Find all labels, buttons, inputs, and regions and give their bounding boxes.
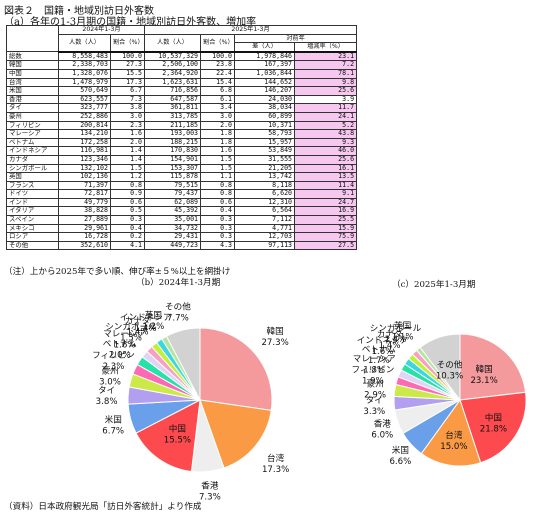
pie-2024-slice-value: 15.5% — [164, 436, 191, 446]
pie-2025-slice-value: 6.0% — [371, 431, 393, 441]
header-share-2025: 割合（%） — [200, 33, 236, 53]
pie-2025-slice-value: 3.3% — [363, 407, 385, 417]
pie-2024-slice-value: 1.4% — [135, 324, 157, 334]
table-row: フランス 71,397 0.8 79,515 0.8 8,118 11.4 — [6, 180, 358, 191]
pie-2024-slice-value: 1.4% — [127, 328, 149, 338]
pie-2025-slice-label: その他 — [437, 359, 463, 371]
header-rate: 増減率（%） — [294, 42, 358, 53]
value-cell: 4.1 — [109, 240, 146, 251]
visitors-table: 2024年1-3月 2025年1-3月 人数（人） 割合（%） 人数（人） 割合… — [6, 24, 358, 251]
pie-2024-slice-value: 2.3% — [103, 362, 125, 372]
pie-2025-slice-label: 米国 — [392, 444, 409, 456]
table-row: 米国 570,649 6.7 716,856 6.8 146,207 25.6 — [6, 86, 358, 96]
pie-2025-slice-value: 1.1% — [392, 332, 414, 342]
header-share-2024: 割合（%） — [109, 33, 146, 53]
pie-2025-slice-label: 英国 — [394, 319, 411, 331]
pie-2024-slice-value: 3.8% — [96, 397, 118, 407]
pie-2024-slice-label: その他 — [165, 301, 191, 313]
pie-2024-slice-value: 2.0% — [109, 351, 131, 361]
source-note: （資料）日本政府観光局「訪日外客統計」より作成 — [4, 502, 202, 512]
pie-2025-slice-label: 中国 — [485, 411, 502, 423]
pie-2025-slice-label: カナダ — [377, 328, 403, 340]
growth-rate-cell: 23.1 — [294, 51, 358, 62]
pie-2025-slice-value: 10.3% — [436, 372, 463, 382]
pie-2025-slice-value: 1.7% — [368, 356, 390, 366]
pie-2024-slice-label: 中国 — [169, 423, 186, 435]
pie-2025-slice-value: 2.9% — [364, 391, 386, 401]
table-row: 韓国 2,338,703 27.3 2,506,100 23.8 167,397 7.2 — [6, 60, 358, 70]
pie-2025-slice — [420, 398, 482, 467]
header-persons-2024: 人数（人） — [58, 33, 111, 53]
pie-2024-slice-value: 1.2% — [142, 322, 164, 332]
pie-2024-slice-label: 米国 — [105, 414, 122, 426]
pie-2024-slice-label: 台湾 — [267, 452, 285, 464]
pie-2024-slice-label: 英国 — [145, 309, 162, 321]
pie-2025-slice-value: 1.4% — [384, 335, 406, 345]
pie-2025-slice-label: 豪州 — [366, 378, 383, 390]
pie-2024-slice-label: マレーシア — [103, 330, 146, 340]
pie-2024-slice-label: フィリピン — [92, 350, 135, 361]
pie-2024-slice-label: タイ — [98, 385, 115, 396]
pie-2024-slice-label: インドネシア — [120, 312, 172, 323]
pie-2025-slice-label: マレーシア — [353, 354, 396, 364]
pie-2024-slice-value: 17.3% — [262, 465, 289, 475]
pie-2025-slice-value: 6.6% — [389, 457, 411, 467]
table-note: （注）上から2025年で多い順、伸び率±５%以上を網掛け — [4, 267, 231, 277]
pie-2024-slice-value: 7.7% — [167, 314, 189, 324]
pie-2024-slice — [199, 327, 273, 411]
pie-2024-slice-label: カナダ — [125, 315, 151, 327]
pie-2024-slice — [135, 399, 201, 473]
pie-2024-slice-label: 韓国 — [266, 326, 283, 337]
table-row: インドネシア 116,981 1.4 170,830 1.6 53,849 46.0 — [6, 146, 358, 156]
pie-2025-slice-value: 23.1% — [470, 376, 497, 386]
pie-2025-slice — [419, 333, 461, 402]
pie-2025-slice-label: ベトナム — [362, 344, 397, 355]
pie-2024-slice-value: 1.6% — [114, 341, 136, 351]
pie-2024-label: （b）2024年1-3月期 — [136, 278, 221, 288]
pie-2025-label: （c）2025年1-3月期 — [392, 280, 476, 290]
pie-2025-slice-label: シンガポール — [370, 323, 422, 334]
pie-2025-slice-label: タイ — [366, 395, 383, 406]
pie-2024-slice-value: 3.0% — [99, 378, 121, 388]
pie-2024-slice-value: 7.3% — [199, 493, 221, 503]
pie-2025-slice — [459, 391, 527, 464]
table-row: メキシコ 29,961 0.4 34,732 0.3 4,771 15.9 — [6, 223, 358, 234]
pie-2025-slice-label: 香港 — [374, 418, 392, 430]
pie-2025-slice-label: 韓国 — [475, 364, 492, 375]
figure-title: 図表２ 国籍・地域別訪日外客数 — [4, 6, 154, 17]
pie-2024-slice — [165, 327, 201, 401]
pie-2025-slice-label: フィリピン — [351, 364, 394, 375]
value-cell: 100.0 — [109, 51, 146, 62]
pie-2024-slice-value: 6.7% — [102, 427, 124, 437]
table-row: ドイツ 72,817 0.9 79,437 0.8 6,620 9.1 — [6, 189, 358, 199]
table-row: 香港 623,557 7.3 647,587 6.1 24,030 3.9 — [6, 94, 358, 105]
pie-2024-slice-label: 香港 — [201, 480, 219, 492]
pie-2025-slice-value: 1.4% — [379, 341, 401, 351]
pie-2025-slice — [459, 333, 527, 401]
pie-2025-slice-value: 1.9% — [362, 376, 384, 386]
pie-2024-slice-value: 27.3% — [261, 338, 288, 348]
pie-2025-slice-value: 1.6% — [372, 347, 394, 357]
growth-rate-cell: 27.5 — [294, 240, 358, 251]
pie-2024-slice-label: シンガポール — [105, 322, 157, 333]
table-row: その他 352,610 4.1 449,723 4.3 97,113 27.5 — [6, 240, 358, 251]
table-row: 中国 1,328,076 15.5 2,364,920 22.4 1,036,844 78.… — [6, 68, 358, 79]
pie-2025-slice-label: インドネシア — [357, 335, 409, 346]
pie-2025-slice-value: 15.0% — [440, 442, 467, 452]
header-persons-2025: 人数（人） — [144, 33, 202, 53]
pie-2025-slice-value: 21.8% — [480, 424, 507, 434]
table-row: 総数 8,558,483 100.0 10,537,329 100.0 1,978,846… — [6, 51, 358, 62]
header-corner — [6, 24, 59, 53]
table-subtitle: （a）各年の1-3月期の国籍・地域別訪日外客数、増加率 — [4, 17, 257, 28]
pie-2025-slice-value: 1.8% — [363, 365, 385, 375]
pie-2025-slice-label: 台湾 — [445, 429, 463, 441]
pie-2024-slice-value: 1.5% — [120, 334, 142, 344]
pie-2024-slice — [199, 399, 272, 469]
pie-2024-slice-label: 豪州 — [101, 365, 118, 377]
pie-2024-slice-label: ベトナム — [103, 339, 138, 350]
